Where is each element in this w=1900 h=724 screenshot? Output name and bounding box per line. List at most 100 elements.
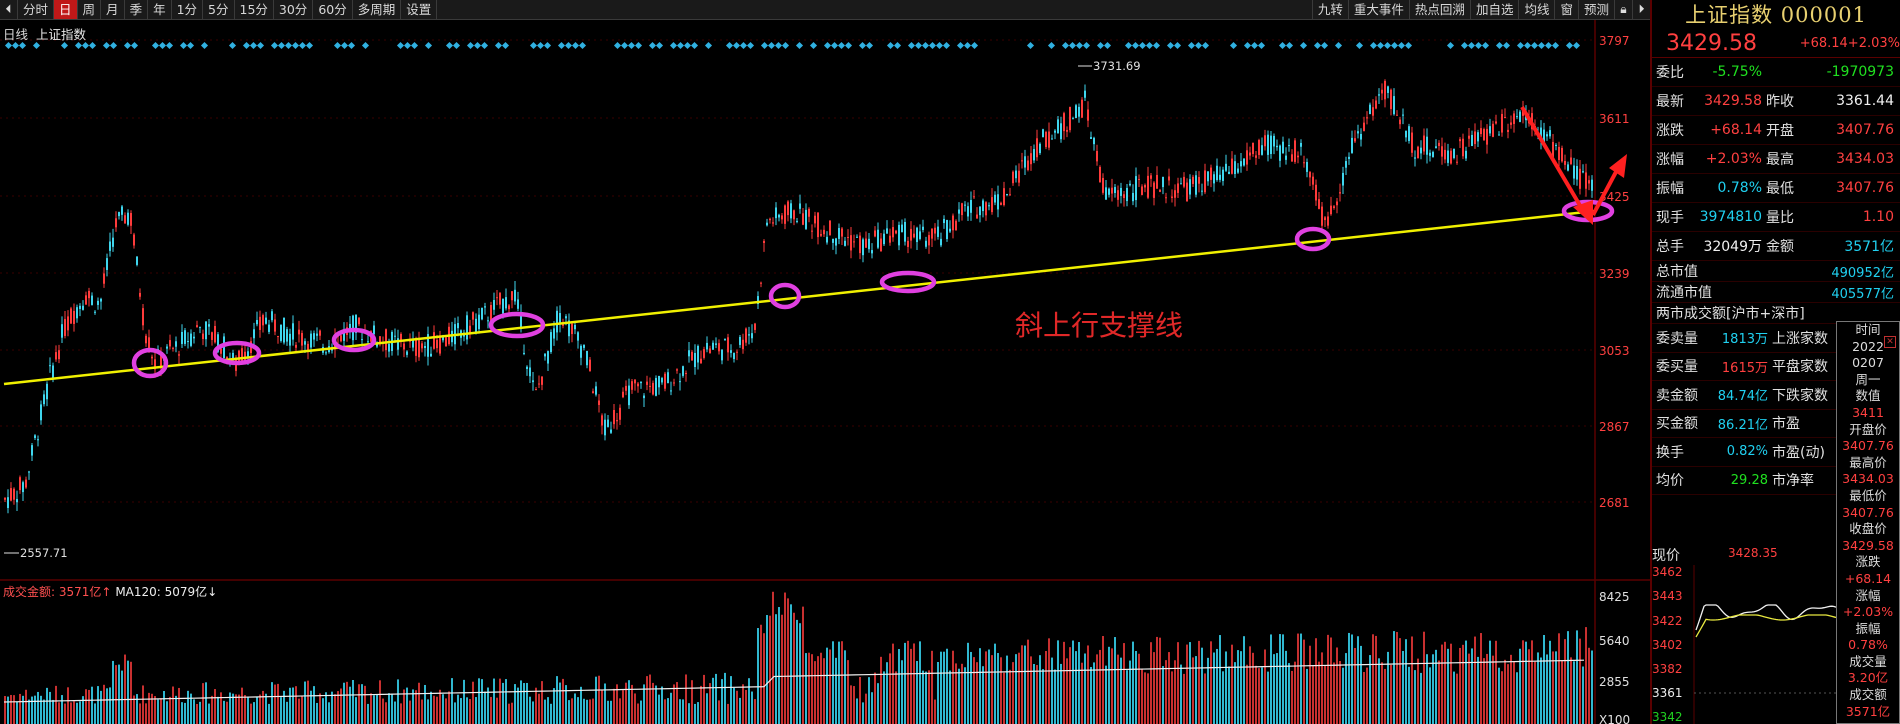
event-marker [529, 41, 538, 50]
candle-body [1432, 151, 1434, 158]
event-marker [760, 41, 769, 50]
volume-bar [1288, 663, 1290, 724]
period-tab[interactable]: 月 [101, 0, 125, 19]
event-marker [837, 41, 846, 50]
candle-body [277, 336, 279, 338]
market-row: 总市值 490952亿 [1652, 261, 1900, 282]
volume-bar [733, 687, 735, 724]
candle-body [661, 378, 663, 383]
chart-canvas[interactable]: 3797361134253239305328672681842556402855… [0, 20, 1650, 724]
period-tab[interactable]: 分时 [18, 0, 55, 19]
volume-bar [1564, 639, 1566, 724]
depth-value: 1813万 [1721, 332, 1768, 348]
period-tab[interactable]: 1分 [172, 0, 204, 19]
mini-tick-label: 3361 [1652, 686, 1683, 700]
volume-bar [871, 692, 873, 724]
volume-bar [661, 686, 663, 724]
candle-body [1120, 187, 1122, 196]
volume-bar [1057, 640, 1059, 724]
candle-body [874, 230, 876, 237]
event-marker [578, 41, 587, 50]
volume-bar [1090, 666, 1092, 724]
volume-bar [367, 703, 369, 724]
volume-bar [40, 695, 42, 724]
toolbar-tool[interactable]: 预测 [1577, 0, 1614, 20]
intraday-mini-chart[interactable]: 3462 3443 3422 3402 3382 3361 3342 [1650, 565, 1836, 724]
candle-body [445, 337, 447, 347]
period-tab[interactable]: 30分 [274, 0, 314, 19]
candle-body [1456, 161, 1458, 163]
volume-bar [91, 686, 93, 724]
volume-bar [214, 689, 216, 724]
candle-body [1291, 154, 1293, 162]
toolbar-tool[interactable]: 热点回溯 [1408, 0, 1470, 20]
period-tab[interactable]: 季 [125, 0, 149, 19]
close-icon[interactable]: ✕ [1884, 336, 1896, 348]
period-tab[interactable]: 5分 [203, 0, 235, 19]
volume-bar [349, 686, 351, 724]
kline-chart[interactable]: 3797 3611 3425 3239 3053 2867 2681 8425 5640 2855… [0, 20, 1650, 724]
toolbar-tool[interactable]: 均线 [1518, 0, 1554, 20]
volume-bar [46, 687, 48, 724]
event-marker [242, 41, 251, 50]
candle-body [1102, 177, 1104, 193]
next-icon[interactable]: ⏵ [1632, 0, 1650, 20]
candle-body [1516, 116, 1518, 118]
candle-body [1210, 167, 1212, 180]
ma120-line [3, 659, 1585, 703]
lock-icon[interactable]: 🔒︎ [1614, 0, 1632, 20]
period-tab[interactable]: 设置 [401, 0, 438, 19]
volume-legend-arrow: ↑ [101, 585, 112, 599]
event-marker [676, 41, 685, 50]
period-tab[interactable]: 年 [148, 0, 172, 19]
volume-bar [1549, 640, 1551, 724]
period-tab[interactable]: 15分 [235, 0, 274, 19]
candle-body [1573, 165, 1575, 179]
toolbar-tool[interactable]: 九转 [1311, 0, 1348, 20]
toolbar-tool[interactable]: 窗 [1554, 0, 1578, 20]
event-marker [536, 41, 545, 50]
candle-body [784, 205, 786, 224]
event-marker [1061, 41, 1070, 50]
candle-body [1090, 137, 1092, 140]
tooltip-key: 0207 [1852, 355, 1884, 371]
quote-label: 金额 [1766, 239, 1794, 255]
ma-legend: MA120: 5079亿 [115, 585, 208, 599]
volume-bar [1333, 662, 1335, 724]
toolbar-tool[interactable]: 重大事件 [1347, 0, 1409, 20]
volume-bar [1303, 639, 1305, 724]
candle-body [1198, 177, 1200, 184]
volume-bar [1378, 658, 1380, 724]
candle-body [613, 409, 615, 425]
candle-body [955, 220, 957, 231]
candle-body [208, 324, 210, 327]
candle-body [814, 215, 816, 224]
volume-bar [532, 701, 534, 724]
candle-body [79, 305, 81, 309]
event-marker [620, 41, 629, 50]
candle-body [676, 369, 678, 371]
candle-body [256, 320, 258, 325]
candle-body [1294, 140, 1296, 162]
candle-body [592, 391, 594, 394]
tooltip-key: 最低价 [1849, 487, 1887, 503]
volume-bar [34, 695, 36, 724]
volume-bar [724, 672, 726, 724]
quote-label: 振幅 [1656, 181, 1684, 197]
market-label: 两市成交额[沪市+深市] [1656, 306, 1805, 322]
volume-bar [190, 693, 192, 724]
candle-body [13, 488, 15, 500]
toolbar-tool[interactable]: 加自选 [1469, 0, 1519, 20]
volume-bar [1111, 648, 1113, 724]
period-tab[interactable]: 多周期 [353, 0, 402, 19]
event-marker [74, 41, 83, 50]
volume-bar [562, 678, 564, 724]
prev-icon[interactable]: ⏴ [0, 0, 18, 19]
period-tab[interactable]: 60分 [313, 0, 353, 19]
event-marker [1243, 41, 1252, 50]
period-tab[interactable]: 周 [78, 0, 102, 19]
candle-body [928, 235, 930, 246]
volume-bar [1192, 657, 1194, 724]
period-tab[interactable]: 日 [54, 0, 78, 19]
volume-bar [301, 695, 303, 724]
